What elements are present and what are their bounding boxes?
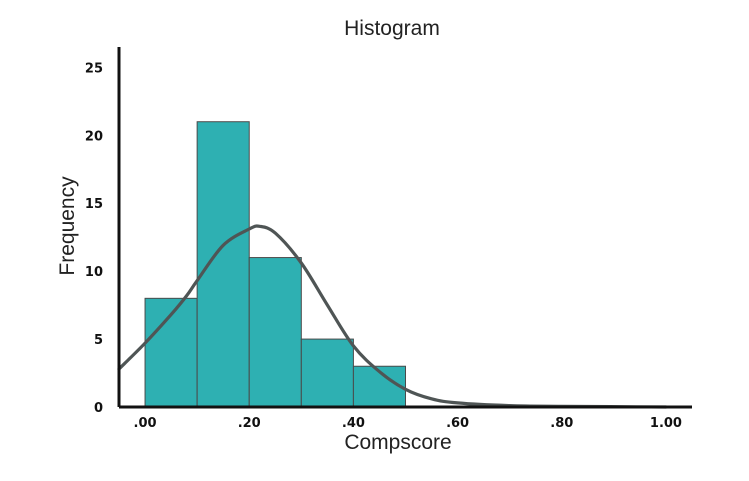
chart-title: Histogram: [344, 17, 440, 40]
y-axis-title: Frequency: [56, 176, 79, 276]
histogram-bar-2: [196, 121, 250, 408]
y-tick-label: 15: [85, 197, 103, 212]
y-tick-label: 20: [85, 129, 103, 144]
x-tick-label: .00: [134, 416, 157, 431]
normal-curve: [117, 224, 668, 409]
y-tick-label: 5: [94, 333, 103, 348]
bars-group: [144, 121, 406, 408]
x-tick-label: .60: [446, 416, 469, 431]
histogram-bar-3: [248, 257, 302, 408]
x-tick-label: .40: [342, 416, 365, 431]
histogram-bar-4: [300, 338, 354, 408]
x-tick-label: .80: [550, 416, 573, 431]
x-axis-title: Compscore: [344, 431, 451, 454]
x-tick-label: 1.00: [650, 416, 682, 431]
x-tick-label: .20: [238, 416, 261, 431]
y-tick-labels: 0 5 10 15 20 25: [85, 61, 103, 416]
x-tick-labels: .00 .20 .40 .60 .80 1.00: [134, 416, 682, 431]
y-tick-label: 0: [94, 401, 103, 416]
y-tick-label: 10: [85, 265, 103, 280]
y-tick-label: 25: [85, 61, 103, 76]
